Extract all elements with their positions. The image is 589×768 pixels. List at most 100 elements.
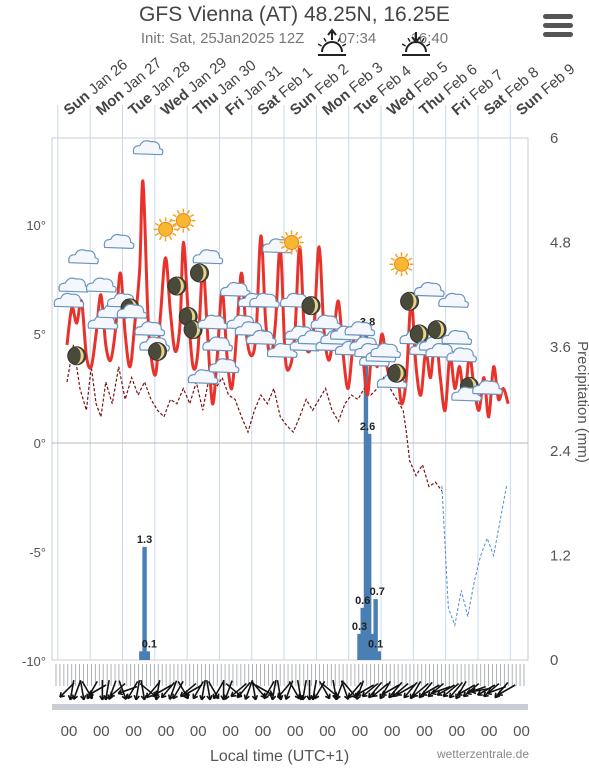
sunset-graphic	[401, 32, 431, 56]
init-text: Init: Sat, 25Jan2025 12Z	[140, 30, 305, 47]
wind-arrow-icon	[109, 682, 126, 698]
wind-arrow-icon	[277, 681, 292, 699]
cloud-icon	[441, 329, 473, 345]
cloud-icon	[208, 358, 240, 374]
wind-arrow-icon	[497, 684, 516, 696]
moon-icon	[301, 296, 321, 316]
cloud-icon	[344, 321, 376, 337]
temp-tick-label: -5°	[29, 545, 46, 560]
wind-arrow-icon	[199, 680, 206, 701]
precip-bar	[366, 433, 372, 660]
cloud-icon	[134, 321, 166, 337]
day-date: Feb 9	[538, 60, 578, 98]
wind-arrow-icon	[347, 681, 363, 699]
precip-bar	[363, 329, 369, 660]
moon-icon	[400, 291, 420, 311]
cloud-icon	[58, 277, 90, 293]
cloud-icon	[187, 369, 219, 385]
cloud-icon	[116, 303, 148, 319]
hour-label: 00	[352, 723, 369, 740]
wind-arrow-icon	[223, 680, 233, 701]
wind-arrow-icon	[153, 680, 161, 701]
temp-tick-label: -10°	[22, 654, 46, 669]
cloud-icon	[202, 336, 234, 352]
wind-arrow-icon	[403, 681, 418, 699]
wind-arrow-icon	[442, 682, 460, 698]
temperature-line	[65, 179, 510, 419]
wind-arrow-icon	[192, 680, 205, 700]
moon-icon	[67, 346, 87, 366]
cloud-icon	[310, 314, 342, 330]
hour-label: 00	[384, 723, 401, 740]
cloud-icon	[68, 249, 99, 265]
precip-bar	[373, 599, 378, 660]
hour-label: 00	[319, 723, 336, 740]
hour-label: 00	[513, 723, 530, 740]
hour-label: 00	[255, 723, 272, 740]
wind-arrow-icon	[59, 682, 75, 698]
page-title: GFS Vienna (AT) 48.25N, 16.25E	[139, 3, 450, 26]
site-credit[interactable]: wetterzentrale.de	[436, 747, 529, 761]
precip-value-label: 1.3	[137, 534, 152, 546]
moon-icon	[427, 320, 447, 340]
wind-strip-base	[52, 704, 528, 710]
hour-label: 00	[416, 723, 433, 740]
precip-value-label: 0.7	[370, 586, 385, 598]
sun-icon	[389, 252, 414, 277]
plot-frame	[51, 137, 529, 661]
sun-icon	[171, 208, 196, 233]
wind-arrow-icon	[482, 682, 500, 698]
precip-tick-label: 2.4	[550, 443, 571, 460]
wind-arrow-icon	[133, 680, 141, 701]
wind-arrow-icon	[318, 680, 331, 700]
hour-label: 00	[448, 723, 465, 740]
precip-bar	[139, 651, 144, 660]
wind-arrow-icon	[371, 682, 389, 698]
wind-arrow-icon	[243, 680, 254, 701]
wind-arrow-icon	[236, 681, 251, 699]
cloud-icon	[472, 380, 503, 396]
wind-arrow-icon	[79, 680, 87, 701]
wind-arrow-icon	[205, 680, 213, 701]
wind-arrow-icon	[430, 685, 451, 696]
wind-arrow-icon	[494, 681, 509, 699]
sun-icon	[153, 217, 178, 242]
moon-icon	[409, 324, 429, 344]
wind-arrow-icon	[380, 684, 400, 696]
cloud-icon	[249, 292, 280, 308]
precip-bar	[145, 651, 150, 660]
sun-icon	[279, 230, 304, 255]
moon-icon	[190, 263, 210, 283]
temp-tick-label: 10°	[26, 218, 46, 233]
cloud-icon	[192, 249, 224, 265]
hour-label: 00	[481, 723, 498, 740]
precip-tick-label: 4.8	[550, 234, 571, 251]
precip-bar	[376, 651, 382, 660]
wind-arrow-icon	[418, 681, 433, 699]
precip-axis-label: Precipitation (mm)	[574, 341, 589, 463]
wind-arrow-icon	[462, 682, 480, 698]
precip-bar	[360, 607, 365, 660]
hamburger-menu-icon[interactable]	[543, 14, 573, 38]
precip-value-label: 0.3	[352, 621, 367, 633]
wind-arrow-icon	[421, 684, 440, 696]
wind-arrow-icon	[355, 684, 375, 696]
wind-arrow-icon	[126, 680, 139, 700]
precip-tick-label: 6	[550, 130, 558, 147]
hour-label: 00	[222, 723, 239, 740]
moon-icon	[387, 363, 407, 383]
wind-arrow-icon	[153, 684, 173, 696]
sunrise-time: 07:34	[338, 30, 377, 47]
wind-arrow-icon	[412, 682, 429, 698]
precip-tick-label: 3.6	[550, 339, 571, 356]
precip-value-label: 0.1	[368, 638, 383, 650]
wind-arrow-icon	[172, 680, 184, 700]
wind-arrow-icon	[448, 681, 464, 699]
moon-icon	[147, 341, 167, 361]
wind-arrow-icon	[230, 682, 247, 698]
precip-value-label: 0.1	[142, 638, 157, 650]
hour-label: 00	[287, 723, 304, 740]
cloud-icon	[245, 329, 277, 345]
temp-tick-label: 0°	[34, 436, 46, 451]
